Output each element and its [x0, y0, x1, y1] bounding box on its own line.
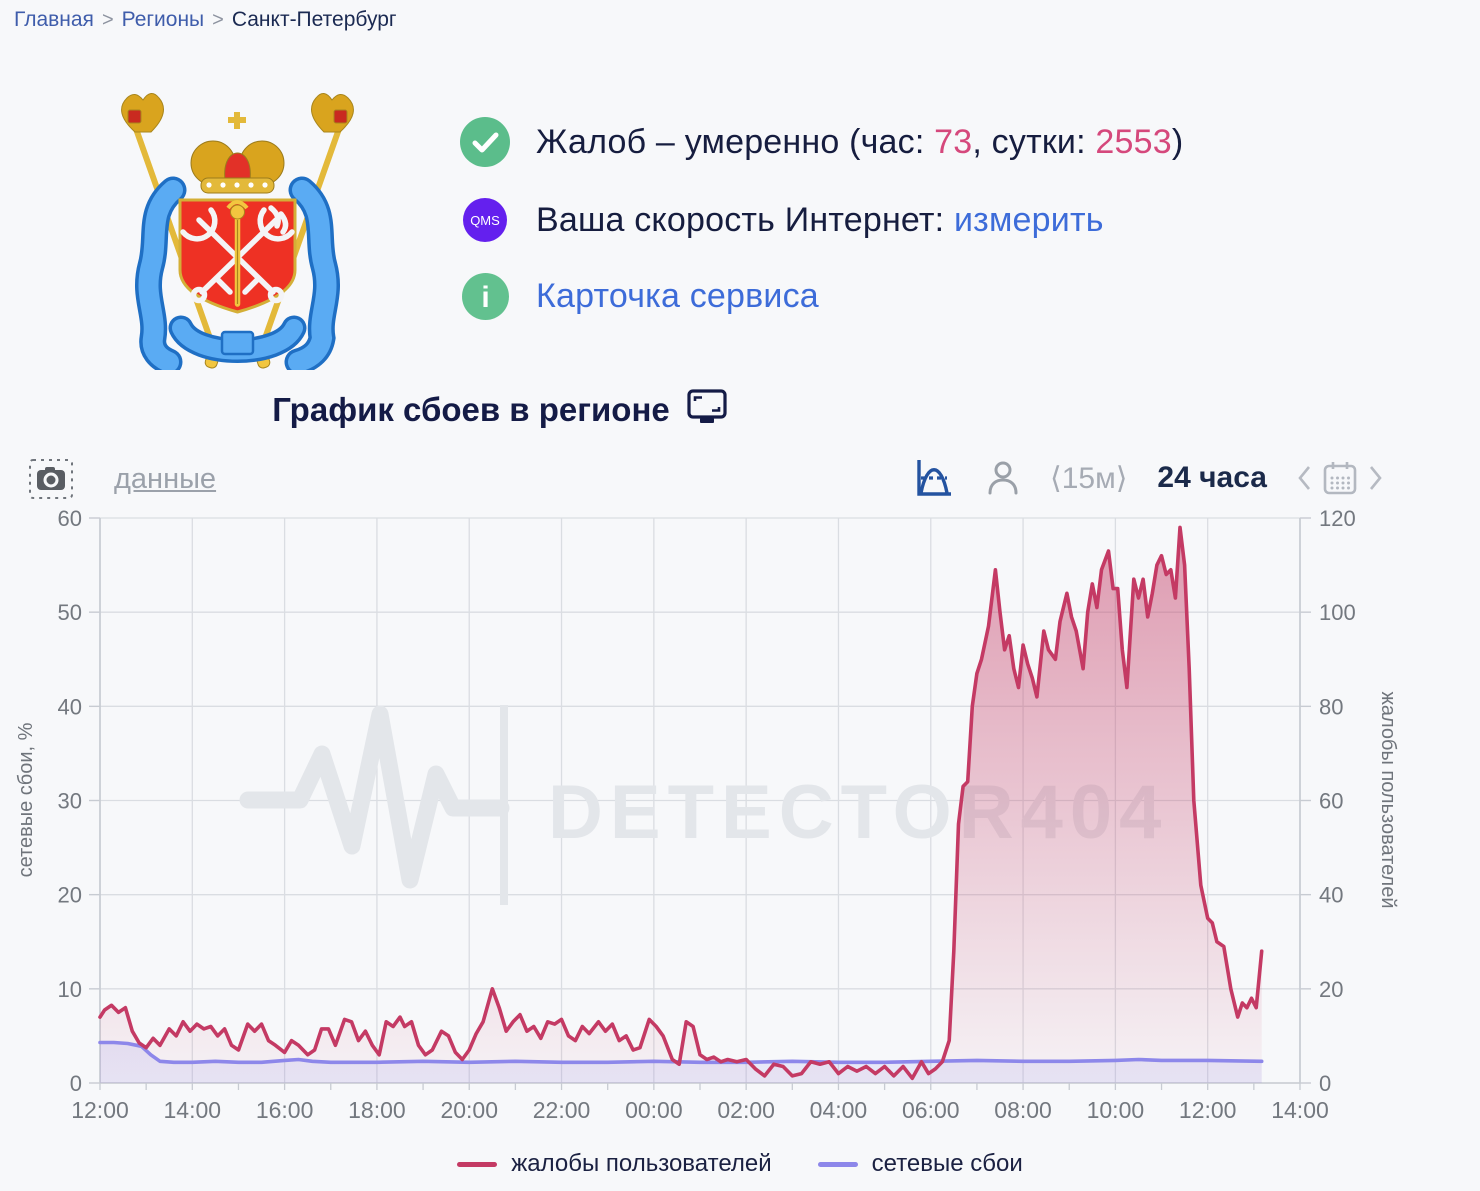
watermark-divider: [500, 705, 508, 905]
x-tick-label: 12:00: [1179, 1097, 1237, 1123]
monitor-icon: [686, 388, 728, 431]
eagle-standard-icon: [121, 93, 354, 133]
x-tick-label: 00:00: [625, 1097, 683, 1123]
qms-badge-icon: QMS: [460, 198, 510, 242]
x-tick-label: 22:00: [533, 1097, 591, 1123]
svg-text:QMS: QMS: [470, 213, 500, 228]
watermark-pulse-icon: [239, 705, 510, 889]
series-line-1: [98, 1040, 1264, 1065]
x-tick-label: 02:00: [717, 1097, 775, 1123]
breadcrumb-home-link[interactable]: Главная: [14, 8, 94, 31]
distribution-chart-icon[interactable]: [912, 456, 956, 500]
y-left-tick-label: 30: [58, 789, 82, 814]
interval-selector[interactable]: ⟨15м⟩: [1050, 461, 1128, 495]
chart-title: График сбоев в регионе: [272, 390, 670, 428]
y-right-tick-label: 20: [1319, 977, 1343, 1002]
user-icon[interactable]: [986, 459, 1020, 497]
legend-swatch-complaints: [457, 1161, 498, 1167]
imperial-crown-icon: [190, 112, 285, 194]
breadcrumb-regions-link[interactable]: Регионы: [121, 8, 205, 31]
y-left-tick-label: 60: [58, 506, 82, 531]
calendar-icon[interactable]: [1321, 459, 1359, 497]
y-left-tick-label: 10: [58, 977, 82, 1002]
screenshot-camera-icon[interactable]: [28, 458, 74, 500]
complaints-status-row: Жалоб – умеренно (час: 73, сутки: 2553): [460, 116, 1183, 168]
crossed-anchors-icon: [180, 205, 295, 304]
legend-item-network[interactable]: сетевые сбои: [817, 1150, 1023, 1178]
service-card-link[interactable]: Карточка сервиса: [536, 276, 819, 315]
x-tick-label: 08:00: [994, 1097, 1052, 1123]
chart-toolbar-right: ⟨15м⟩ 24 часа: [912, 456, 1383, 500]
coat-of-arms: [95, 62, 380, 376]
x-tick-label: 10:00: [1087, 1097, 1145, 1123]
svg-text:i: i: [481, 281, 489, 314]
x-tick-label: 20:00: [440, 1097, 498, 1123]
y-right-axis-title: жалобы пользователей: [1377, 691, 1399, 908]
period-selector[interactable]: 24 часа: [1157, 461, 1267, 494]
check-icon: [460, 117, 510, 167]
info-icon: i: [460, 272, 510, 320]
chart-title-row: График сбоев в регионе: [0, 388, 1000, 431]
y-right-tick-label: 40: [1319, 883, 1343, 908]
scepter-icon: [226, 200, 249, 307]
y-right-tick-label: 120: [1319, 506, 1356, 531]
y-left-tick-label: 20: [58, 883, 82, 908]
chevron-right-icon[interactable]: [1369, 465, 1383, 491]
service-card-row: i Карточка сервиса: [460, 270, 819, 322]
y-left-axis-title: сетевые сбои, %: [15, 722, 37, 877]
breadcrumb: Главная > Регионы > Санкт-Петербург: [14, 8, 397, 32]
data-link[interactable]: данные: [114, 462, 217, 495]
chart-legend: жалобы пользователей сетевые сбои: [0, 1150, 1480, 1178]
breadcrumb-separator: >: [101, 8, 114, 31]
chart-toolbar-left: данные: [28, 458, 216, 500]
x-tick-label: 06:00: [902, 1097, 960, 1123]
x-tick-label: 04:00: [810, 1097, 868, 1123]
complaints-status-text: Жалоб – умеренно (час: 73, сутки: 2553): [536, 122, 1184, 161]
x-tick-label: 14:00: [1271, 1097, 1329, 1123]
series-line-0: [98, 525, 1264, 1081]
speed-test-text: Ваша скорость Интернет: измерить: [536, 200, 1104, 239]
chevron-left-icon[interactable]: [1297, 465, 1311, 491]
coat-of-arms-svg: [121, 93, 354, 376]
outage-chart[interactable]: 0 10 20 30 40 50 60 0 20 40 60 80 100 120 12:00 14:00 16…: [0, 500, 1480, 1150]
series-area-0: [100, 527, 1262, 1083]
y-left-tick-label: 50: [58, 600, 82, 625]
calendar-nav: [1297, 459, 1383, 497]
y-right-tick-label: 60: [1319, 789, 1343, 814]
y-left-tick-label: 0: [70, 1071, 82, 1096]
breadcrumb-current: Санкт-Петербург: [231, 8, 397, 31]
y-left-tick-label: 40: [58, 694, 82, 719]
legend-swatch-network: [817, 1161, 858, 1167]
complaints-day-value: 2553: [1095, 122, 1172, 161]
measure-speed-link[interactable]: измерить: [953, 200, 1104, 239]
complaints-hour-value: 73: [934, 122, 973, 161]
speed-test-row: QMS Ваша скорость Интернет: измерить: [460, 194, 1104, 246]
breadcrumb-separator: >: [212, 8, 224, 31]
y-right-tick-label: 100: [1319, 600, 1356, 625]
x-tick-label: 18:00: [348, 1097, 406, 1123]
service-card-text: Карточка сервиса: [536, 277, 819, 316]
legend-item-complaints[interactable]: жалобы пользователей: [457, 1150, 772, 1178]
x-tick-label: 14:00: [164, 1097, 222, 1123]
x-tick-label: 12:00: [71, 1097, 129, 1123]
y-right-tick-label: 0: [1319, 1071, 1331, 1096]
x-tick-label: 16:00: [256, 1097, 314, 1123]
y-right-tick-label: 80: [1319, 694, 1343, 719]
